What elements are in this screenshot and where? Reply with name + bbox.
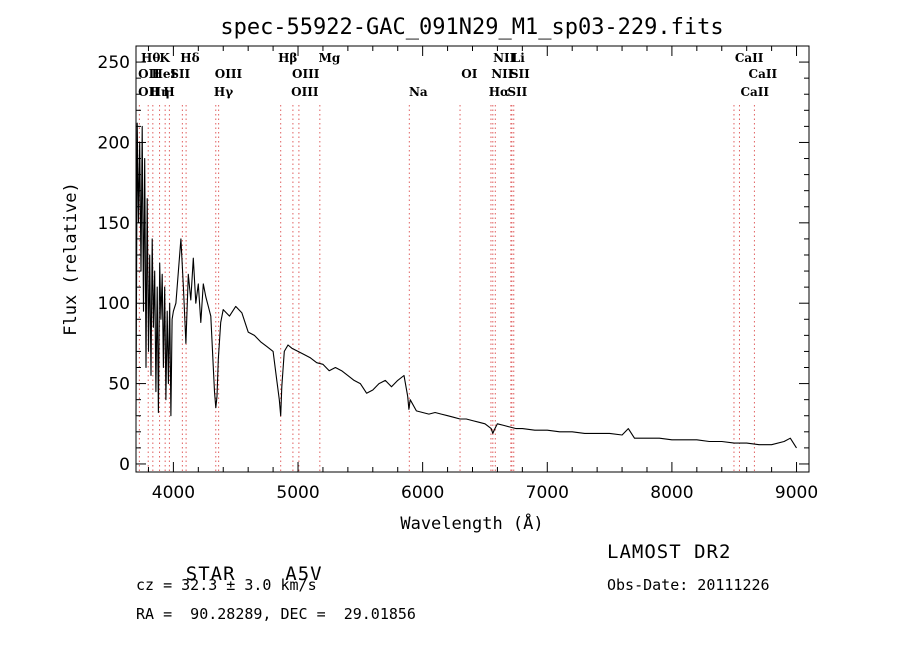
line-marker-label: HeI bbox=[152, 67, 177, 81]
spectrum-chart: spec-55922-GAC_091N29_M1_sp03-229.fits H… bbox=[61, 15, 818, 534]
x-tick-label: 4000 bbox=[152, 483, 195, 503]
line-marker-label: OIII bbox=[215, 67, 243, 81]
survey-name: LAMOST DR2 bbox=[607, 541, 732, 563]
axis-ticks: 4000 5000 6000 7000 8000 9000 0 50 100 150 200 250 bbox=[98, 46, 818, 503]
spectral-line-markers bbox=[138, 105, 755, 472]
line-marker-label: OII bbox=[138, 67, 160, 81]
line-marker-label: H bbox=[163, 85, 174, 99]
line-marker-label: CaII bbox=[740, 85, 769, 99]
x-tick-label: 5000 bbox=[276, 483, 319, 503]
line-marker-label: OII bbox=[138, 85, 160, 99]
x-tick-label: 8000 bbox=[650, 483, 693, 503]
spectrum-series-line bbox=[135, 122, 797, 449]
line-marker-label: NII bbox=[493, 51, 516, 65]
line-marker-label: Mg bbox=[319, 51, 341, 65]
y-axis-label: Flux (relative) bbox=[61, 182, 81, 336]
observation-date: Obs-Date: 20111226 bbox=[607, 576, 770, 594]
x-tick-label: 9000 bbox=[775, 483, 818, 503]
y-tick-label: 150 bbox=[98, 214, 130, 234]
y-tick-label: 200 bbox=[98, 133, 130, 153]
line-marker-label: CaII bbox=[749, 67, 778, 81]
line-marker-label: K bbox=[159, 51, 170, 65]
line-marker-label: Na bbox=[409, 85, 428, 99]
line-marker-label: OIII bbox=[291, 85, 319, 99]
coordinates: RA = 90.28289, DEC = 29.01856 bbox=[136, 605, 416, 623]
redshift-value: cz = 32.3 ± 3.0 km/s bbox=[136, 576, 317, 594]
plot-frame bbox=[135, 45, 810, 473]
y-tick-label: 100 bbox=[98, 294, 130, 314]
line-marker-label: Hα bbox=[489, 85, 510, 99]
line-marker-label: Hη bbox=[150, 85, 170, 99]
line-marker-label: CaII bbox=[735, 51, 764, 65]
line-marker-label: Li bbox=[512, 51, 525, 65]
line-marker-label: Hβ bbox=[278, 51, 297, 65]
line-marker-label: Hθ bbox=[141, 51, 160, 65]
line-marker-label: SII bbox=[510, 67, 530, 81]
line-marker-label: Hγ bbox=[214, 85, 233, 99]
line-marker-label: Hδ bbox=[180, 51, 199, 65]
line-marker-label: OIII bbox=[292, 67, 320, 81]
line-marker-label: NII bbox=[491, 67, 514, 81]
y-tick-label: 250 bbox=[98, 53, 130, 73]
y-tick-label: 50 bbox=[108, 375, 130, 395]
line-marker-label: SII bbox=[507, 85, 527, 99]
x-tick-label: 6000 bbox=[401, 483, 444, 503]
line-marker-label: SII bbox=[170, 67, 190, 81]
object-class: STAR A5V bbox=[136, 541, 323, 607]
x-axis-label: Wavelength (Å) bbox=[400, 512, 543, 534]
spectral-subclass: A5V bbox=[285, 563, 323, 585]
object-class-label: STAR bbox=[185, 563, 236, 585]
x-tick-label: 7000 bbox=[526, 483, 569, 503]
line-marker-label: OI bbox=[461, 67, 477, 81]
chart-title: spec-55922-GAC_091N29_M1_sp03-229.fits bbox=[220, 15, 723, 40]
y-tick-label: 0 bbox=[119, 455, 130, 475]
